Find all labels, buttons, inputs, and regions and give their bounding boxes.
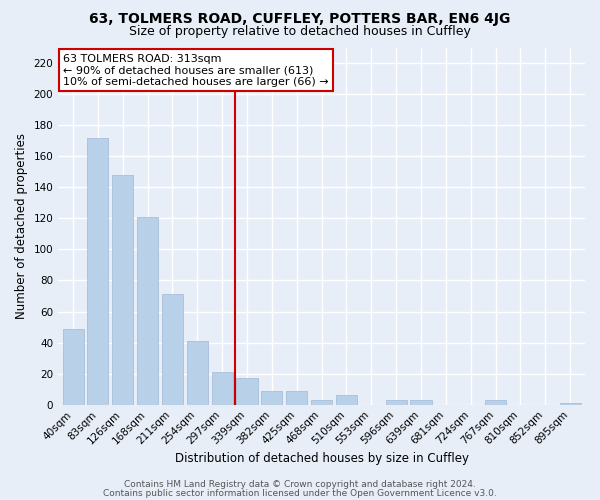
Bar bbox=[137, 217, 158, 404]
Bar bbox=[311, 400, 332, 404]
Bar bbox=[212, 372, 233, 404]
X-axis label: Distribution of detached houses by size in Cuffley: Distribution of detached houses by size … bbox=[175, 452, 469, 465]
Text: Size of property relative to detached houses in Cuffley: Size of property relative to detached ho… bbox=[129, 25, 471, 38]
Bar bbox=[236, 378, 257, 404]
Bar bbox=[336, 396, 357, 404]
Bar bbox=[560, 403, 581, 404]
Bar bbox=[262, 390, 283, 404]
Bar bbox=[286, 390, 307, 404]
Bar bbox=[62, 328, 83, 404]
Text: Contains public sector information licensed under the Open Government Licence v3: Contains public sector information licen… bbox=[103, 488, 497, 498]
Bar bbox=[88, 138, 109, 404]
Bar bbox=[410, 400, 431, 404]
Bar bbox=[112, 175, 133, 404]
Bar bbox=[485, 400, 506, 404]
Bar bbox=[162, 294, 183, 405]
Text: 63 TOLMERS ROAD: 313sqm
← 90% of detached houses are smaller (613)
10% of semi-d: 63 TOLMERS ROAD: 313sqm ← 90% of detache… bbox=[63, 54, 329, 87]
Bar bbox=[386, 400, 407, 404]
Bar bbox=[187, 341, 208, 404]
Text: Contains HM Land Registry data © Crown copyright and database right 2024.: Contains HM Land Registry data © Crown c… bbox=[124, 480, 476, 489]
Text: 63, TOLMERS ROAD, CUFFLEY, POTTERS BAR, EN6 4JG: 63, TOLMERS ROAD, CUFFLEY, POTTERS BAR, … bbox=[89, 12, 511, 26]
Y-axis label: Number of detached properties: Number of detached properties bbox=[15, 133, 28, 319]
